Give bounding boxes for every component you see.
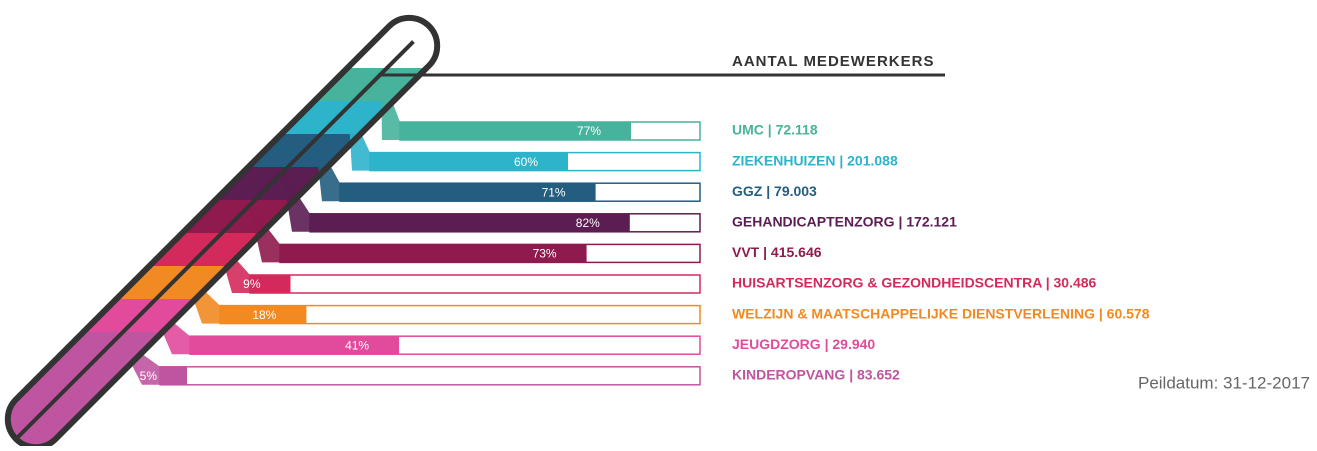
note: Peildatum: 31-12-2017 <box>1138 373 1310 392</box>
bar <box>160 367 187 385</box>
value-label: 41% <box>345 338 369 352</box>
value-label: 71% <box>542 185 566 199</box>
chart-title: AANTAL MEDEWERKERS <box>732 53 934 70</box>
category-label: GGZ | 79.003 <box>732 183 817 199</box>
value-label: 77% <box>577 124 601 138</box>
value-label: 18% <box>252 308 276 322</box>
category-label: ZIEKENHUIZEN | 201.088 <box>732 152 898 168</box>
category-label: GEHANDICAPTENZORG | 172.121 <box>732 214 957 230</box>
category-label: WELZIJN & MAATSCHAPPELIJKE DIENSTVERLENI… <box>732 305 1150 321</box>
chart: AANTAL MEDEWERKERS Peildatum: 31-12-2017… <box>0 0 1317 446</box>
value-label: 60% <box>514 155 538 169</box>
bar <box>370 153 568 171</box>
bar-track <box>250 275 700 293</box>
category-label: KINDEROPVANG | 83.652 <box>732 367 900 383</box>
value-label: 82% <box>576 216 600 230</box>
category-label: HUISARTSENZORG & GEZONDHEIDSCENTRA | 30.… <box>732 275 1097 291</box>
value-label: 9% <box>243 277 261 291</box>
bar-track <box>160 367 700 385</box>
category-label: VVT | 415.646 <box>732 244 822 260</box>
category-label: UMC | 72.118 <box>732 122 818 138</box>
value-label: 5% <box>140 369 158 383</box>
category-label: JEUGDZORG | 29.940 <box>732 336 875 352</box>
value-label: 73% <box>533 247 557 261</box>
